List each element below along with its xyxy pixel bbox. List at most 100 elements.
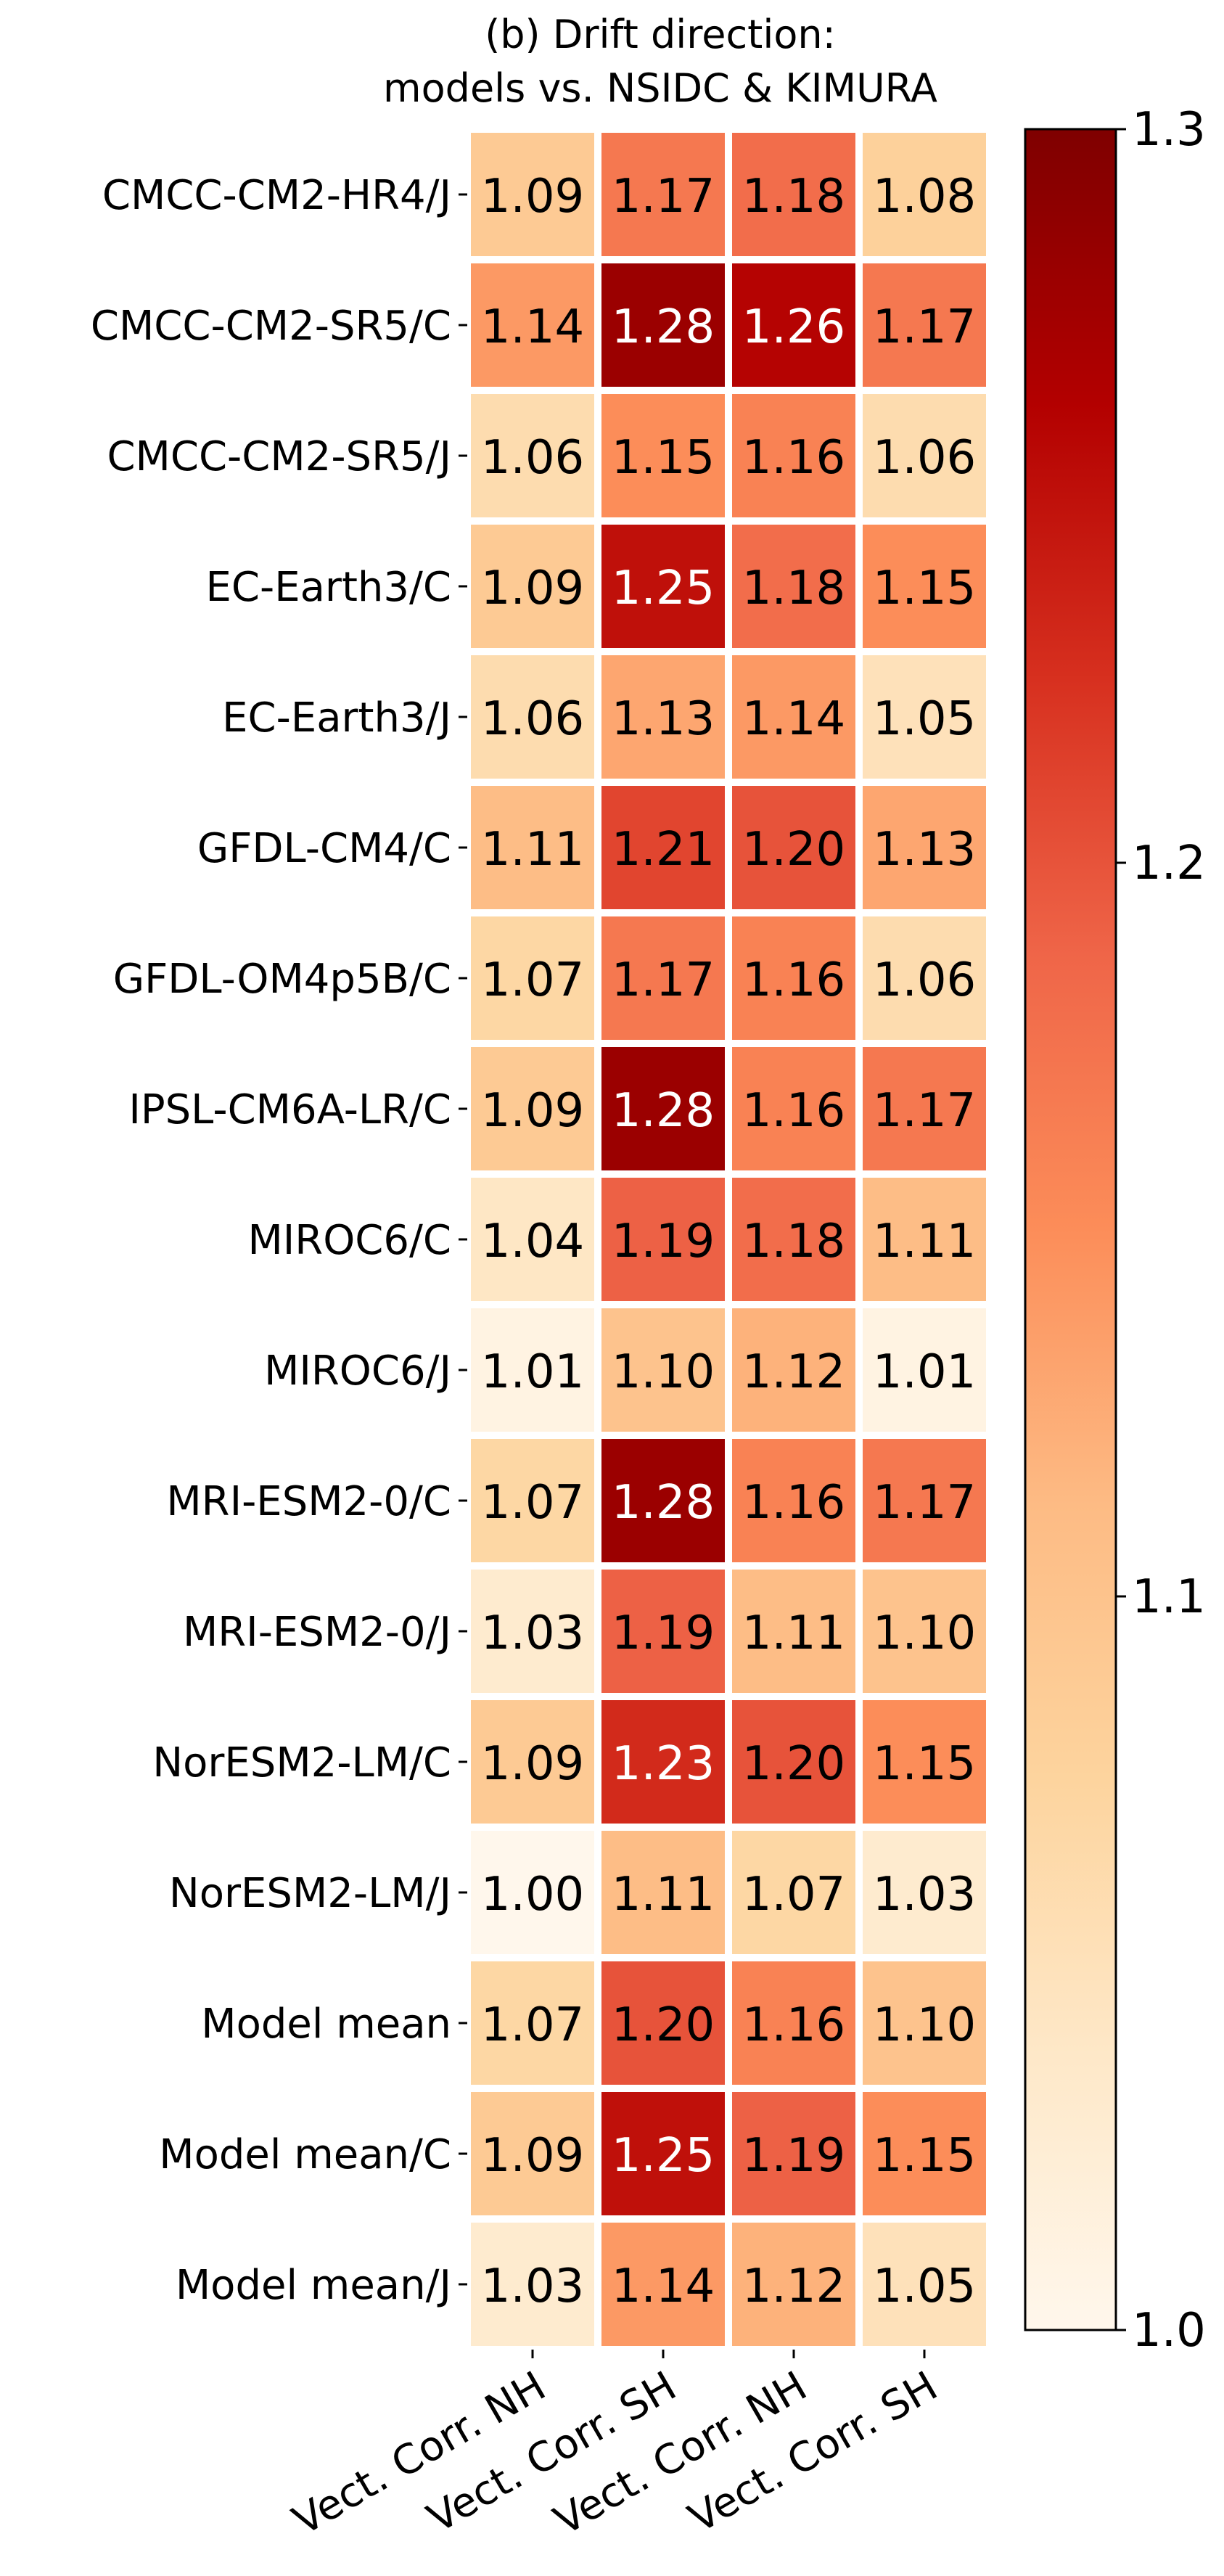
heatmap-cell-value: 1.09: [481, 170, 585, 223]
heatmap-cell: 1.14: [601, 2223, 725, 2346]
heatmap-cell-value: 1.20: [742, 823, 846, 877]
chart-subtitle: models vs. NSIDC & KIMURA: [383, 65, 937, 111]
chart-title: (b) Drift direction:: [485, 12, 836, 57]
heatmap-cell-rect: [471, 655, 594, 779]
heatmap-cell-value: 1.06: [873, 953, 977, 1007]
heatmap-cell-value: 1.17: [873, 300, 977, 354]
heatmap-cell: 1.11: [471, 786, 594, 909]
heatmap-cell: 1.08: [863, 133, 986, 256]
heatmap-cell-value: 1.11: [612, 1868, 715, 1921]
colorbar-tick-label: 1.0: [1132, 2304, 1206, 2358]
heatmap-cell-value: 1.07: [481, 1998, 585, 2052]
heatmap-cell-rect: [471, 786, 594, 909]
heatmap-cell: 1.11: [863, 1178, 986, 1301]
heatmap-cell-value: 1.18: [742, 170, 846, 223]
heatmap-cell: 1.10: [863, 1961, 986, 2085]
row-label: GFDL-CM4/C: [197, 825, 451, 872]
heatmap-cell-rect: [601, 525, 725, 648]
heatmap-cell-rect: [471, 525, 594, 648]
heatmap-cell: 1.28: [601, 1439, 725, 1562]
heatmap-cell: 1.14: [471, 263, 594, 387]
heatmap-cell: 1.18: [732, 1178, 855, 1301]
row-label: Model mean/C: [159, 2131, 451, 2178]
heatmap-cell-value: 1.16: [742, 1998, 846, 2052]
heatmap-cell: 1.03: [863, 1831, 986, 1954]
heatmap-cell-rect: [863, 394, 986, 517]
heatmap-cell: 1.17: [863, 1439, 986, 1562]
heatmap-cell-rect: [601, 394, 725, 517]
heatmap-cell-rect: [732, 655, 855, 779]
row-label: Model mean/J: [176, 2262, 451, 2309]
heatmap-cell-rect: [471, 394, 594, 517]
heatmap-cell-rect: [732, 133, 855, 256]
colorbar-tick-label: 1.1: [1132, 1570, 1206, 1624]
heatmap-cell-rect: [471, 1831, 594, 1954]
heatmap-cell-value: 1.16: [742, 953, 846, 1007]
heatmap-cell-value: 1.17: [873, 1476, 977, 1530]
heatmap-cell-value: 1.10: [873, 1607, 977, 1660]
heatmap-cell: 1.03: [471, 1570, 594, 1693]
heatmap-cell: 1.06: [863, 916, 986, 1040]
heatmap-cell-rect: [732, 525, 855, 648]
heatmap-cell: 1.15: [863, 2092, 986, 2215]
heatmap-cells: 1.09 1.17 1.18 1.08 1.14 1.28 1.26 1.17 1.06 1.15…: [471, 133, 986, 2346]
heatmap-cell: 1.09: [471, 1047, 594, 1170]
heatmap-cell: 1.19: [601, 1570, 725, 1693]
heatmap-cell-value: 1.19: [612, 1215, 715, 1268]
heatmap-cell: 1.09: [471, 133, 594, 256]
heatmap-cell: 1.11: [601, 1831, 725, 1954]
heatmap-cell-value: 1.15: [873, 1737, 977, 1791]
heatmap-cell-value: 1.12: [742, 2260, 846, 2313]
heatmap-cell-rect: [863, 2092, 986, 2215]
heatmap-cell: 1.10: [601, 1308, 725, 1432]
heatmap-cell-value: 1.17: [873, 1084, 977, 1138]
heatmap-cell-rect: [471, 1308, 594, 1432]
heatmap-cell-value: 1.07: [481, 1476, 585, 1530]
heatmap-cell: 1.15: [863, 1700, 986, 1824]
colorbar-tick-label: 1.2: [1132, 837, 1206, 890]
heatmap-cell-rect: [732, 1831, 855, 1954]
heatmap-cell: 1.11: [732, 1570, 855, 1693]
heatmap-cell: 1.06: [471, 394, 594, 517]
row-label: IPSL-CM6A-LR/C: [128, 1086, 451, 1133]
colorbar-bar: [1024, 128, 1117, 2331]
heatmap-cell-value: 1.08: [873, 170, 977, 223]
heatmap-cell: 1.18: [732, 133, 855, 256]
heatmap-cell-value: 1.15: [873, 2129, 977, 2183]
heatmap-cell-value: 1.07: [742, 1868, 846, 1921]
colorbar-tick-label: 1.3: [1132, 103, 1206, 157]
heatmap-cell-value: 1.00: [481, 1868, 585, 1921]
row-label: GFDL-OM4p5B/C: [113, 956, 451, 1003]
row-label: EC-Earth3/J: [222, 694, 451, 742]
heatmap-cell: 1.04: [471, 1178, 594, 1301]
heatmap-cell-rect: [732, 1308, 855, 1432]
heatmap-cell-rect: [601, 1831, 725, 1954]
heatmap-cell: 1.28: [601, 1047, 725, 1170]
heatmap-cell-rect: [863, 263, 986, 387]
heatmap-cell-rect: [732, 2223, 855, 2346]
row-label: EC-Earth3/C: [206, 564, 451, 611]
heatmap-cell: 1.14: [732, 655, 855, 779]
heatmap-cell-rect: [601, 1961, 725, 2085]
heatmap-cell-rect: [601, 1570, 725, 1693]
heatmap-cell-rect: [863, 133, 986, 256]
heatmap-cell-rect: [863, 1700, 986, 1824]
row-label: MRI-ESM2-0/C: [166, 1478, 451, 1525]
heatmap-cell: 1.16: [732, 1047, 855, 1170]
heatmap-cell: 1.16: [732, 394, 855, 517]
heatmap-cell: 1.03: [471, 2223, 594, 2346]
heatmap-cell-rect: [601, 1178, 725, 1301]
heatmap-cell-value: 1.18: [742, 1215, 846, 1268]
heatmap-cell: 1.15: [863, 525, 986, 648]
heatmap-cell-value: 1.10: [612, 1345, 715, 1399]
heatmap-cell-rect: [601, 655, 725, 779]
heatmap-cell: 1.09: [471, 2092, 594, 2215]
heatmap-cell-rect: [863, 1831, 986, 1954]
heatmap-cell-value: 1.04: [481, 1215, 585, 1268]
heatmap-cell-rect: [732, 394, 855, 517]
heatmap-cell-value: 1.28: [612, 1476, 715, 1530]
row-label: CMCC-CM2-SR5/J: [107, 433, 451, 480]
heatmap-cell-value: 1.09: [481, 1737, 585, 1791]
heatmap-cell-value: 1.17: [612, 953, 715, 1007]
heatmap-cell-value: 1.28: [612, 1084, 715, 1138]
